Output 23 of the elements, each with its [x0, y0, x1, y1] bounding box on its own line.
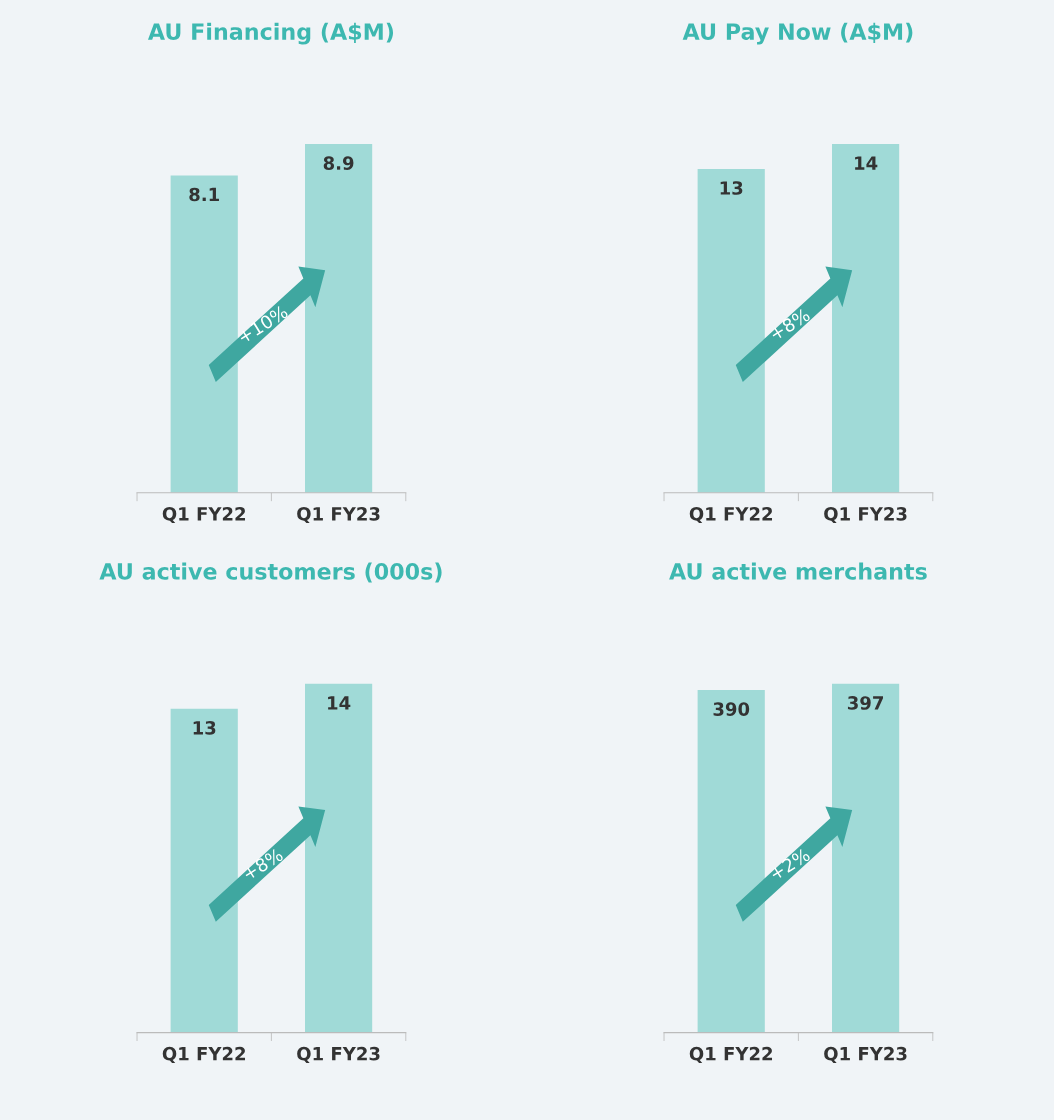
data-label: 8.1 — [189, 187, 219, 202]
chart-title: AU active merchants — [669, 562, 927, 580]
x-tick-label: Q1 FY22 — [162, 507, 246, 524]
chart-title: AU Financing (A$M) — [147, 22, 394, 45]
x-tick-label: Q1 FY22 — [162, 1046, 246, 1063]
annotation: +2% — [768, 847, 811, 881]
data-label: 390 — [713, 702, 750, 716]
annotation: +8% — [768, 307, 811, 341]
x-tick-label: Q1 FY22 — [689, 1046, 773, 1063]
x-tick-label: Q1 FY23 — [297, 1046, 380, 1063]
x-tick-label: Q1 FY23 — [824, 507, 907, 524]
annotation: +8% — [241, 847, 284, 881]
data-label: 13 — [193, 721, 216, 735]
data-label: 14 — [855, 156, 878, 170]
x-tick-label: Q1 FY22 — [689, 507, 773, 524]
data-label: 397 — [847, 696, 884, 710]
chart-title: AU Pay Now (A$M) — [682, 22, 913, 45]
data-label: 13 — [720, 181, 743, 195]
chart-title: AU active customers (000s) — [99, 562, 442, 583]
data-label: 8.9 — [323, 156, 354, 170]
data-label: 14 — [328, 696, 351, 710]
x-tick-label: Q1 FY23 — [824, 1046, 907, 1063]
x-tick-label: Q1 FY23 — [297, 507, 380, 524]
